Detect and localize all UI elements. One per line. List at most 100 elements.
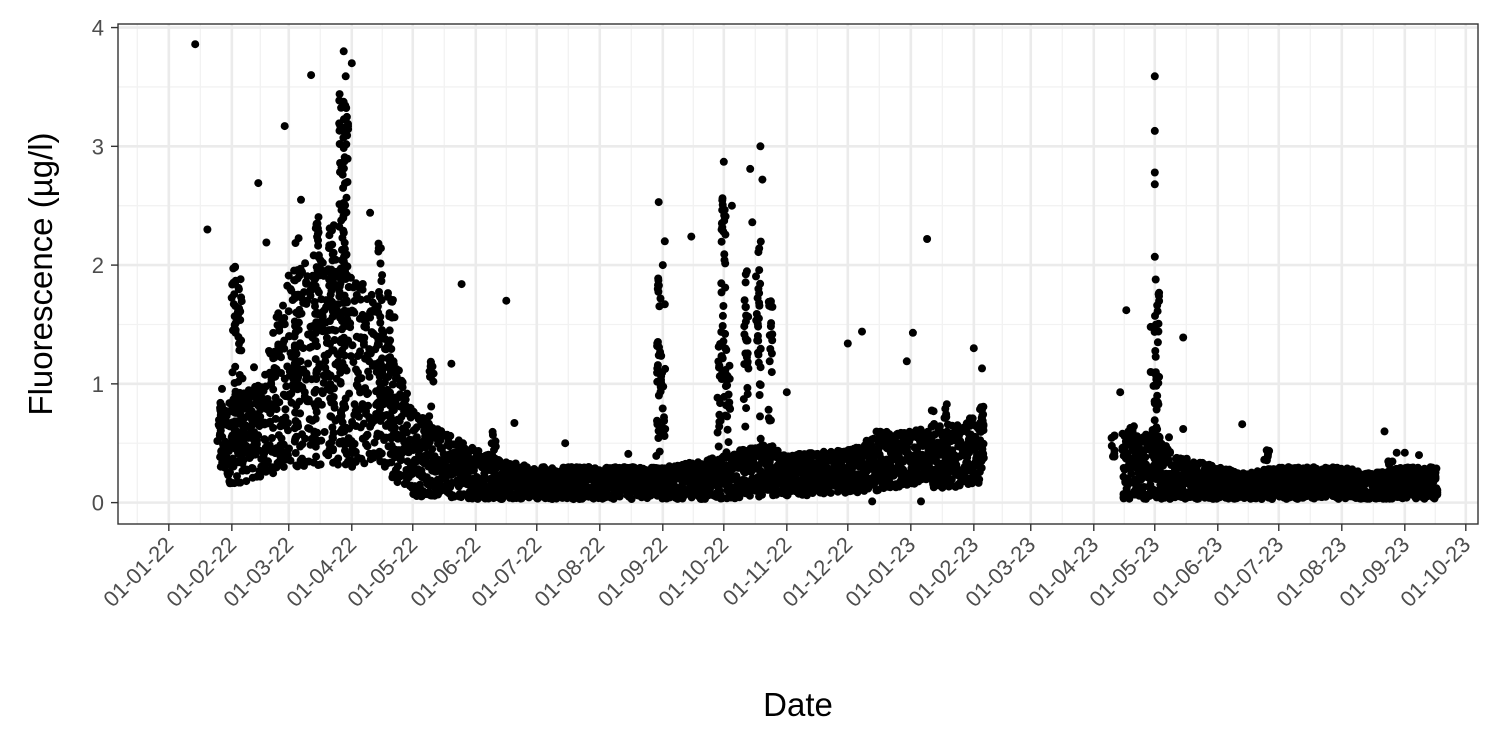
data-point — [350, 439, 359, 448]
data-point — [321, 357, 330, 366]
data-point — [234, 391, 243, 399]
data-point — [393, 462, 402, 471]
data-point — [366, 313, 375, 322]
data-point — [977, 464, 986, 472]
data-point — [291, 322, 300, 331]
data-point — [356, 347, 365, 356]
data-point — [235, 346, 244, 355]
data-point — [242, 477, 251, 486]
data-point — [312, 452, 321, 461]
data-point — [1433, 490, 1442, 499]
data-point — [1312, 464, 1321, 473]
data-point — [277, 369, 285, 377]
data-point — [947, 475, 956, 484]
data-point — [311, 337, 320, 345]
data-point — [1166, 448, 1174, 457]
data-point — [391, 423, 399, 432]
data-point — [280, 344, 289, 353]
data-point — [269, 328, 278, 337]
data-point — [277, 434, 286, 443]
data-point — [269, 423, 278, 432]
data-point — [236, 417, 245, 426]
data-point — [292, 349, 301, 358]
data-point — [627, 495, 636, 503]
data-point — [312, 385, 321, 394]
data-point — [322, 333, 331, 342]
data-point — [312, 220, 321, 229]
data-point — [268, 434, 276, 442]
data-point — [234, 445, 243, 454]
data-point — [298, 268, 306, 276]
data-point — [271, 414, 280, 423]
data-point — [1141, 453, 1150, 462]
data-point — [1182, 454, 1191, 463]
data-point — [360, 333, 369, 342]
data-points — [191, 40, 1442, 506]
data-point — [314, 288, 323, 297]
data-point — [291, 449, 300, 457]
data-point — [319, 378, 328, 387]
data-point — [272, 405, 281, 414]
data-point — [925, 462, 934, 471]
data-point — [297, 309, 306, 318]
data-point — [758, 490, 766, 499]
data-point — [312, 408, 321, 417]
data-point — [975, 475, 984, 484]
data-point — [311, 281, 320, 290]
data-point — [218, 384, 226, 393]
data-point — [216, 398, 225, 407]
data-point — [396, 456, 405, 465]
data-point — [315, 322, 324, 331]
data-point — [304, 359, 313, 368]
data-point — [286, 456, 295, 465]
data-point — [1127, 469, 1136, 478]
data-point — [311, 439, 320, 448]
data-point — [274, 309, 283, 318]
data-point — [317, 400, 326, 409]
data-point — [365, 372, 374, 381]
data-point — [359, 419, 368, 428]
data-point — [357, 374, 366, 383]
data-point — [314, 241, 323, 250]
data-point — [299, 344, 308, 353]
data-point — [363, 442, 372, 451]
data-point — [394, 366, 403, 375]
data-point — [250, 428, 259, 437]
data-point — [362, 323, 370, 332]
data-point — [251, 384, 260, 393]
data-point — [275, 398, 284, 407]
data-point — [355, 412, 363, 421]
data-point — [350, 400, 359, 409]
data-point — [302, 279, 311, 288]
data-point — [1432, 464, 1441, 473]
data-point — [215, 422, 224, 431]
data-point — [312, 366, 321, 375]
data-point — [325, 445, 334, 454]
data-point — [280, 320, 289, 329]
data-point — [346, 273, 355, 282]
data-point — [234, 377, 243, 386]
data-point — [356, 295, 365, 304]
data-point — [290, 343, 299, 352]
data-point — [280, 314, 289, 322]
data-point — [346, 352, 355, 361]
data-point — [370, 438, 379, 447]
data-point — [735, 493, 744, 502]
data-point — [732, 472, 741, 481]
data-point — [264, 457, 272, 466]
data-point — [284, 426, 292, 435]
data-point — [363, 430, 372, 439]
data-point — [358, 280, 367, 288]
data-point — [294, 234, 303, 243]
data-point — [345, 389, 354, 398]
data-point — [230, 434, 239, 443]
data-point — [350, 308, 359, 317]
data-point — [313, 232, 322, 241]
data-point — [290, 332, 299, 341]
data-point — [238, 432, 247, 441]
data-point — [250, 417, 259, 426]
data-point — [231, 362, 240, 371]
data-point — [230, 321, 239, 329]
data-point — [284, 271, 293, 280]
data-point — [233, 472, 241, 481]
